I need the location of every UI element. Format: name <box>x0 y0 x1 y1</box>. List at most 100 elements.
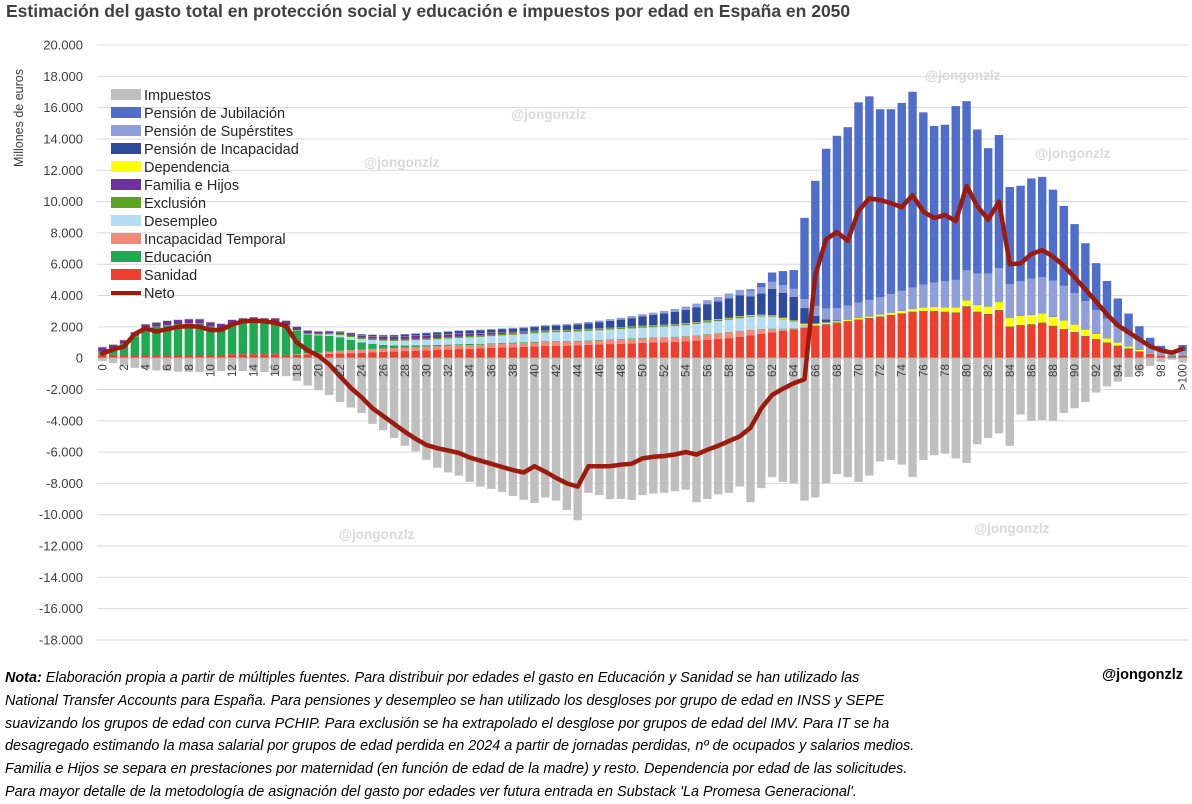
bar-segment <box>476 348 484 358</box>
bar-segment <box>768 289 776 316</box>
bar-stack <box>952 106 960 458</box>
bar-segment <box>681 310 689 323</box>
bar-segment <box>919 285 927 308</box>
bar-segment <box>800 218 808 299</box>
bar-segment <box>703 304 711 320</box>
bar-segment <box>1038 177 1046 277</box>
bar-segment <box>833 320 841 321</box>
bar-segment <box>703 321 711 322</box>
legend-label: Familia e Hijos <box>144 178 239 194</box>
bar-segment <box>573 345 581 358</box>
bar-segment <box>303 331 311 333</box>
bar-segment <box>617 328 625 329</box>
bar-segment <box>757 358 765 488</box>
bar-segment <box>768 317 776 329</box>
legend-swatch <box>111 269 141 280</box>
bar-segment <box>336 337 344 350</box>
bar-segment <box>282 358 290 376</box>
bar-segment <box>552 324 560 325</box>
bar-segment <box>411 336 419 339</box>
bar-segment <box>498 344 506 348</box>
bar-segment <box>638 326 646 327</box>
bar-segment <box>1006 284 1014 318</box>
x-tick-label: 20 <box>313 364 325 377</box>
bar-segment <box>1038 313 1046 322</box>
bar-segment <box>1092 339 1100 358</box>
bar-segment <box>303 333 311 334</box>
bar-segment <box>898 103 906 291</box>
bar-segment <box>368 335 376 336</box>
bar-segment <box>368 358 376 424</box>
bar-segment <box>379 341 387 345</box>
y-tick-label: -18.000 <box>39 633 83 648</box>
bar-segment <box>952 106 960 280</box>
bar-segment <box>347 350 355 353</box>
bar-segment <box>660 358 668 493</box>
bar-segment <box>627 358 635 500</box>
bar-segment <box>638 358 646 495</box>
bar-segment <box>1027 279 1035 315</box>
bar-segment <box>444 350 452 359</box>
bar-segment <box>638 314 646 316</box>
legend-label: Educación <box>144 250 212 266</box>
bar-stack <box>681 307 689 490</box>
bar-segment <box>487 336 495 343</box>
bar-segment <box>606 319 614 321</box>
bar-segment <box>714 321 722 333</box>
bar-segment <box>476 333 484 335</box>
bar-segment <box>260 323 268 354</box>
bar-segment <box>433 358 441 468</box>
bar-segment <box>509 329 517 332</box>
bar-segment <box>941 307 949 311</box>
bar-segment <box>973 358 981 444</box>
bar-segment <box>411 339 419 340</box>
bar-segment <box>1016 325 1024 358</box>
bar-segment <box>681 324 689 325</box>
legend-swatch <box>111 251 141 262</box>
bar-segment <box>833 136 841 308</box>
y-tick-label: -10.000 <box>39 507 83 522</box>
x-tick-label: 6 <box>162 364 174 370</box>
bar-segment <box>606 339 614 340</box>
bar-segment <box>573 323 581 324</box>
bar-segment <box>854 320 862 358</box>
bar-segment <box>584 331 592 340</box>
bar-segment <box>671 309 679 312</box>
bar-segment <box>952 313 960 358</box>
bar-segment <box>433 350 441 358</box>
bar-segment <box>314 332 322 334</box>
bar-segment <box>790 329 798 358</box>
bar-segment <box>736 290 744 295</box>
bar-segment <box>671 358 679 491</box>
bar-segment <box>736 295 744 316</box>
bar-segment <box>898 314 906 359</box>
legend-swatch <box>111 89 141 100</box>
bar-segment <box>476 337 484 344</box>
watermark-text: @jongonzlz <box>511 107 587 122</box>
bar-stack <box>260 318 268 372</box>
bar-segment <box>606 358 614 499</box>
bar-segment <box>768 315 776 316</box>
bar-segment <box>876 314 884 316</box>
bar-segment <box>519 342 527 343</box>
bar-segment <box>260 354 268 358</box>
bar-segment <box>368 336 376 339</box>
bar-stack <box>995 135 1003 433</box>
bar-segment <box>800 325 808 327</box>
legend-label: Dependencia <box>144 160 230 176</box>
bar-segment <box>541 330 549 331</box>
bar-segment <box>649 358 657 493</box>
bar-segment <box>1027 178 1035 278</box>
bar-segment <box>336 335 344 337</box>
bar-segment <box>822 308 830 319</box>
bar-segment <box>876 297 884 314</box>
bar-segment <box>422 347 430 351</box>
bar-segment <box>314 335 322 352</box>
bar-segment <box>498 358 506 492</box>
bar-segment <box>714 297 722 301</box>
bar-segment <box>952 280 960 307</box>
bar-segment <box>790 289 798 297</box>
bar-segment <box>606 340 614 344</box>
bar-segment <box>563 332 571 341</box>
bar-segment <box>401 345 409 347</box>
